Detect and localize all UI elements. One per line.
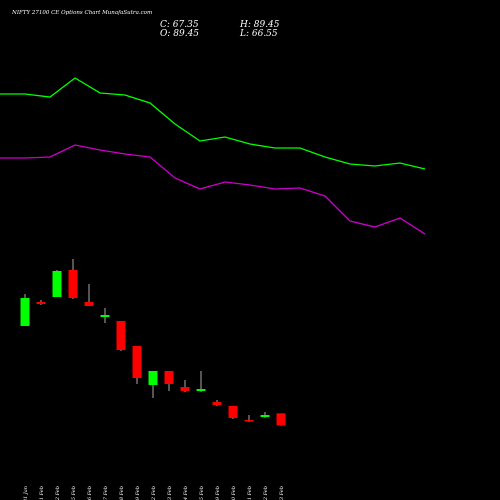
candle-body (68, 270, 78, 298)
x-tick-label: 06 Feb (87, 486, 93, 500)
candle-body (164, 370, 174, 385)
x-tick-label: 31 Jan (23, 486, 29, 500)
x-tick-label: 07 Feb (103, 486, 109, 500)
low-label: L: 66.55 (239, 29, 278, 39)
open-label: O: 89.45 (160, 29, 199, 39)
chart-title: NIFTY 27100 CE Options Chart MunafaSutra… (11, 10, 152, 16)
candle-body (132, 345, 142, 378)
candle-body (196, 389, 206, 391)
indicator-line (0, 144, 426, 235)
candle-body (148, 370, 158, 385)
candle-body (260, 415, 270, 418)
candle-body (212, 402, 222, 405)
x-tick-label: 21 Feb (247, 486, 253, 500)
candle-body (36, 302, 46, 305)
x-tick-label: 20 Feb (231, 486, 237, 500)
candle-body (84, 302, 94, 306)
x-tick-label: 12 Feb (151, 486, 157, 500)
x-tick-label: 23 Feb (279, 486, 285, 500)
x-tick-label: 08 Feb (119, 486, 125, 500)
x-tick-label: 15 Feb (199, 486, 205, 500)
candle-body (228, 405, 238, 418)
x-tick-label: 02 Feb (55, 486, 61, 500)
candle-body (180, 387, 190, 391)
x-tick-label: 19 Feb (215, 486, 221, 500)
candle-body (20, 297, 30, 326)
x-tick-label: 09 Feb (135, 486, 141, 500)
x-tick-label: 05 Feb (71, 486, 77, 500)
x-tick-label: 22 Feb (263, 486, 269, 500)
close-label: C: 67.35 (160, 20, 199, 30)
candle-body (276, 413, 286, 426)
indicator-line (0, 77, 426, 170)
high-label: H: 89.45 (239, 20, 280, 30)
candle-body (116, 320, 126, 350)
candle-body (244, 420, 254, 422)
x-tick-label: 13 Feb (167, 486, 173, 500)
x-tick-label: 14 Feb (183, 486, 189, 500)
candle-body (100, 315, 110, 318)
candle-body (52, 270, 62, 298)
x-tick-label: 01 Feb (39, 486, 45, 500)
